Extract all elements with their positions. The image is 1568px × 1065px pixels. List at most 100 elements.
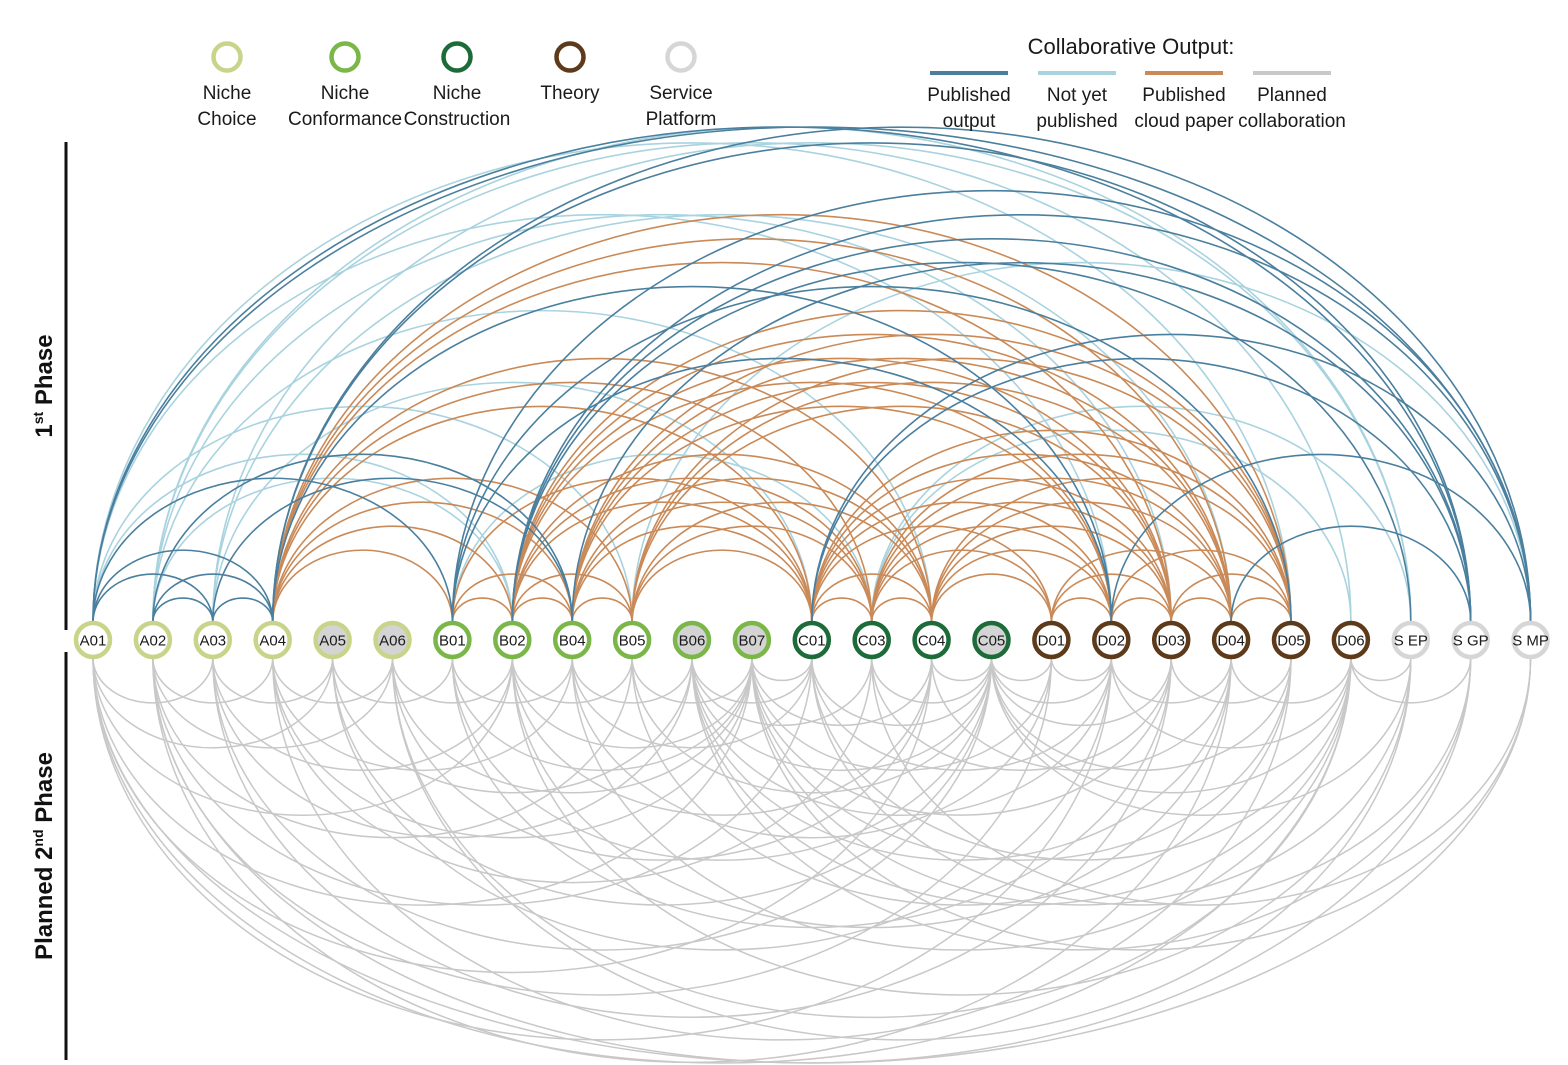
- node-circle: [193, 620, 233, 660]
- arc-a04-d04-pcp: [271, 237, 1232, 623]
- arc-planned-b02-sep: [511, 657, 1412, 996]
- node-circle: [73, 620, 113, 660]
- arc-b04-c04-pcp: [571, 477, 933, 623]
- node-label: S EP: [1394, 633, 1428, 650]
- node-circle: [1391, 620, 1431, 660]
- arc-b04-c03-pcp: [571, 501, 873, 623]
- arc-b01-smp-pub: [451, 189, 1532, 623]
- arc-planned-d02-d04: [1110, 657, 1232, 704]
- node-sep: S EP: [1391, 620, 1431, 660]
- arc-c01-c03-pcp: [811, 597, 873, 623]
- arc-a01-d05-nyp: [92, 142, 1292, 623]
- phase1-label: 1st Phase: [30, 334, 58, 437]
- arc-d01-d03-pcp: [1050, 573, 1172, 623]
- arc-c03-d05-pcp: [870, 453, 1292, 623]
- arc-planned-c05-d02: [990, 657, 1113, 704]
- node-d02: D02: [1092, 620, 1131, 660]
- node-d06: D06: [1331, 620, 1371, 660]
- arc-c03-sep-nyp: [870, 405, 1412, 623]
- arc-planned-a02-a04: [152, 657, 274, 704]
- node-label: B04: [559, 633, 586, 650]
- output-legend-label-line1: Published: [927, 85, 1010, 106]
- arc-a01-smp-pub: [92, 126, 1532, 623]
- node-label: S GP: [1453, 633, 1489, 650]
- phase1-number: 1: [31, 424, 58, 437]
- legend-label-line2: Conformance: [288, 109, 402, 130]
- node-circle: [552, 620, 592, 660]
- node-circle: [1331, 620, 1371, 660]
- arc-planned-b05-c05: [631, 657, 993, 794]
- node-circle: [373, 620, 412, 660]
- arc-a02-b04-pub: [152, 453, 573, 623]
- node-circle: [1032, 620, 1071, 660]
- node-label: B05: [619, 633, 646, 650]
- output-legend-label-line1: Planned: [1257, 85, 1327, 106]
- arc-planned-a06-c04: [391, 657, 933, 861]
- node-label: A03: [199, 633, 226, 650]
- node-d04: D04: [1211, 620, 1251, 660]
- node-label: D02: [1098, 633, 1126, 650]
- node-a05: A05: [313, 620, 352, 660]
- arc-planned-d06-sgp: [1350, 657, 1472, 704]
- arc-a01-b02-nyp: [92, 453, 514, 623]
- legend-item-ncf: Niche Conformance: [288, 41, 402, 130]
- arc-planned-b06-c03: [691, 657, 873, 727]
- node-a03: A03: [193, 620, 233, 660]
- node-circle: [1211, 620, 1251, 660]
- legend-label-line1: Niche: [203, 83, 252, 104]
- arc-c01-smp-pub: [811, 333, 1532, 623]
- node-circle: [1151, 620, 1191, 660]
- phase2-arcs: [92, 657, 1532, 1064]
- arc-planned-b05-b07: [631, 657, 753, 704]
- legend-circle-icon: [441, 41, 473, 73]
- output-legend-label-line2: output: [943, 111, 997, 132]
- arc-c03-d03-pcp: [870, 501, 1172, 623]
- arc-c01-d03-pcp: [811, 477, 1172, 623]
- arc-planned-b06-d02: [691, 657, 1113, 816]
- node-b04: B04: [552, 620, 592, 660]
- arc-c01-d04-pcp: [811, 453, 1232, 623]
- phase2-sup: nd: [30, 829, 46, 846]
- arc-b04-d03-pcp: [571, 381, 1172, 623]
- arc-a04-b05-pcp: [271, 477, 633, 623]
- node-circle: [1092, 620, 1131, 660]
- arc-a04-d02-pub: [271, 285, 1113, 623]
- node-label: D05: [1277, 633, 1305, 650]
- arc-planned-a02-c01: [152, 657, 813, 906]
- node-label: C05: [978, 633, 1006, 650]
- node-circle: [313, 620, 352, 660]
- node-label: B06: [679, 633, 706, 650]
- arc-a01-a03-pub: [92, 573, 214, 623]
- arc-a04-b01-pcp: [271, 549, 454, 623]
- arc-planned-a06-b07: [391, 657, 753, 794]
- node-label: S MP: [1512, 633, 1549, 650]
- arc-c04-d02-pcp: [930, 549, 1113, 623]
- arc-b02-d02-pcp: [511, 381, 1113, 623]
- node-b06: B06: [672, 620, 712, 660]
- arc-b05-c01-pcp: [631, 549, 813, 623]
- arc-planned-c05-d05: [990, 657, 1292, 772]
- legend-label-line1: Service: [649, 83, 712, 104]
- node-circle: [732, 620, 772, 660]
- node-circle: [912, 620, 951, 660]
- legend-circle-icon: [211, 41, 243, 73]
- arc-b01-d05-pub: [451, 285, 1292, 623]
- arc-planned-a06-d06: [391, 657, 1352, 1019]
- arc-b02-b04-pcp: [511, 597, 573, 623]
- arc-planned-a06-b02: [391, 657, 514, 704]
- arc-planned-c03-smp: [870, 657, 1532, 906]
- arc-a04-d03-pcp: [271, 261, 1172, 623]
- arc-planned-c01-sgp: [811, 657, 1472, 906]
- legend-item-sp: Service Platform: [646, 41, 716, 130]
- arc-a04-c03-pcp: [271, 381, 873, 623]
- arc-planned-c01-d02: [811, 657, 1113, 772]
- node-b02: B02: [493, 620, 532, 660]
- arc-planned-d03-d05: [1170, 657, 1292, 704]
- arc-a03-b04-pub: [212, 477, 573, 623]
- arc-b02-smp-pub: [511, 213, 1532, 623]
- arc-a04-c01-pcp: [271, 405, 813, 623]
- arc-planned-b02-b07: [511, 657, 753, 749]
- arc-b04-sgp-pub: [571, 261, 1472, 623]
- node-c04: C04: [912, 620, 951, 660]
- arc-planned-b07-smp: [751, 657, 1532, 951]
